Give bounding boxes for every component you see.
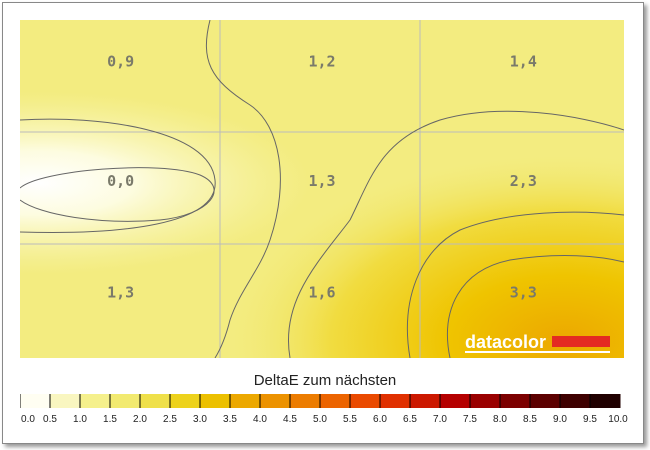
colorbar-tick-label: 9.5 (583, 414, 597, 425)
cell-value-1-0: 0,0 (107, 172, 134, 190)
heatmap-plot: 0,9 1,2 1,4 0,0 1,3 2,3 1,3 1,6 3,3 datacolor (20, 20, 624, 358)
colorbar-tick-label: 5.5 (343, 414, 357, 425)
low-delta-region (20, 20, 624, 358)
cell-value-0-1: 1,2 (308, 52, 335, 70)
colorbar-segment (290, 394, 321, 408)
colorbar-tick-label: 10.0 (608, 414, 628, 425)
colorbar-tick-label: 2.5 (163, 414, 177, 425)
colorbar-segment (350, 394, 381, 408)
cell-value-1-1: 1,3 (308, 172, 335, 190)
colorbar-segment (440, 394, 471, 408)
colorbar-tick-label: 0.5 (43, 414, 57, 425)
svg-text:datacolor: datacolor (465, 332, 546, 352)
colorbar-tick-label: 6.0 (373, 414, 387, 425)
colorbar-tick-label: 7.0 (433, 414, 447, 425)
colorbar-segment (110, 394, 141, 408)
contour-lines (20, 20, 624, 358)
colorbar-segment (410, 394, 441, 408)
colorbar-tick-label: 5.0 (313, 414, 327, 425)
cell-value-1-2: 2,3 (510, 172, 537, 190)
colorbar-segment (500, 394, 531, 408)
colorbar-tick-label: 7.5 (463, 414, 477, 425)
colorbar-tick-label: 9.0 (553, 414, 567, 425)
colorbar-tick-label: 8.5 (523, 414, 537, 425)
colorbar-segment (560, 394, 591, 408)
colorbar-segment (50, 394, 81, 408)
colorbar-segment (380, 394, 411, 408)
colorbar-segment (470, 394, 501, 408)
colorbar-tick-label: 3.5 (223, 414, 237, 425)
cell-value-0-0: 0,9 (107, 52, 134, 70)
colorbar-tick-label: 4.0 (253, 414, 267, 425)
colorbar-segment (20, 394, 51, 408)
colorbar-tick-label: 4.5 (283, 414, 297, 425)
colorbar-tick-label: 1.0 (73, 414, 87, 425)
colorbar-segment (230, 394, 261, 408)
colorbar-tick-label: 8.0 (493, 414, 507, 425)
colorbar-segment (80, 394, 111, 408)
cell-value-0-2: 1,4 (510, 52, 537, 70)
cell-value-2-0: 1,3 (107, 284, 134, 302)
colorbar: 0.0 0.5 1.0 1.5 2.0 2.5 3.0 3.5 4.0 4.5 5.0 5.5 6.0 6… (20, 394, 628, 425)
colorbar-segment (140, 394, 171, 408)
colorbar-segment (200, 394, 231, 408)
colorbar-segment (530, 394, 561, 408)
colorbar-tick-label: 1.5 (103, 414, 117, 425)
colorbar-tick-label: 2.0 (133, 414, 147, 425)
colorbar-segment (260, 394, 291, 408)
colorbar-tick-label: 6.5 (403, 414, 417, 425)
colorbar-segment (320, 394, 351, 408)
cell-value-2-1: 1,6 (308, 284, 335, 302)
cell-value-2-2: 3,3 (510, 284, 537, 302)
colorbar-title: DeltaE zum nächsten (253, 372, 397, 389)
colorbar-tick-label: 3.0 (193, 414, 207, 425)
grid (20, 20, 624, 358)
datacolor-logo: datacolor (465, 332, 610, 353)
colorbar-segment (170, 394, 201, 408)
colorbar-segment (590, 394, 621, 408)
colorbar-tick-label: 0.0 (21, 414, 35, 425)
